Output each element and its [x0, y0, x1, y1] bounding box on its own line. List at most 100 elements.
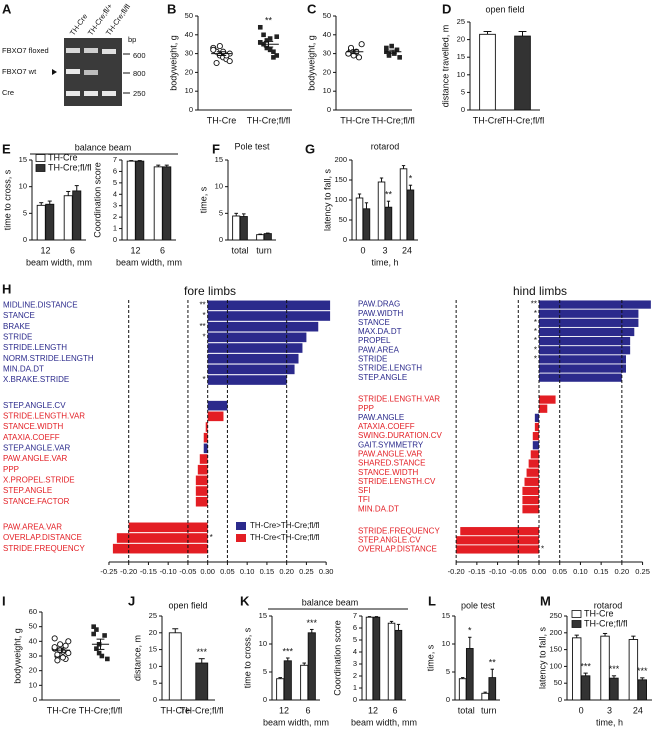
bar	[372, 616, 381, 701]
bar-label: STRIDE.FREQUENCY	[3, 544, 85, 553]
data-point	[54, 657, 61, 664]
bar-label: SHARED.STANCE	[358, 459, 425, 468]
bar	[514, 35, 531, 111]
y-tick-label: 10	[29, 680, 37, 689]
bar-label: NORM.STRIDE.LENGTH	[3, 354, 94, 363]
bar	[534, 422, 539, 432]
significance: **	[489, 658, 497, 668]
bar	[205, 422, 208, 432]
data-point	[264, 38, 270, 43]
band-label: FBXO7 floxed	[2, 46, 49, 55]
band-label: Cre	[2, 88, 14, 97]
x-tick-label: TH-Cre;fl/fl	[247, 115, 291, 125]
x-tick-label: TH-Cre;fl/fl	[371, 115, 415, 125]
y-tick-label: 5	[23, 208, 27, 217]
x-axis-label: beam width, mm	[116, 257, 182, 267]
bar	[522, 505, 539, 514]
data-point	[213, 59, 220, 67]
data-point	[51, 635, 58, 642]
x-tick-label: 0.25	[635, 567, 650, 576]
y-tick-label: 7	[353, 611, 357, 620]
x-tick-label: TH-Cre	[340, 115, 370, 125]
x-tick-label: 0.25	[299, 567, 314, 576]
significance: **	[265, 16, 273, 26]
significance: *	[409, 174, 413, 184]
y-tick-label: 50	[29, 622, 37, 631]
bar	[522, 495, 539, 505]
y-tick-label: 15	[215, 155, 223, 164]
bar	[384, 206, 393, 241]
legend-label: TH-Cre	[584, 608, 614, 618]
bar	[534, 413, 539, 422]
y-tick-label: 15	[442, 611, 450, 620]
x-axis-label: beam width, mm	[263, 717, 329, 727]
bar-label: STANCE	[358, 318, 390, 327]
data-point	[386, 51, 392, 56]
significance: **	[385, 190, 393, 200]
bar	[539, 337, 631, 346]
bar-label: PAW.AREA	[358, 345, 400, 354]
data-point	[384, 45, 389, 51]
y-tick-label: 15	[19, 155, 27, 164]
x-tick-label: 0.00	[532, 567, 547, 576]
bar	[232, 215, 241, 241]
y-tick-label: 3	[113, 201, 117, 210]
bar	[539, 318, 639, 327]
bar	[458, 678, 467, 701]
panel-letter: M	[540, 593, 551, 608]
bar	[637, 679, 647, 701]
y-tick-label: 100	[334, 195, 347, 204]
x-tick-label: TH-Cre	[47, 705, 77, 715]
y-tick-label: 7	[113, 155, 117, 164]
bar	[207, 411, 224, 422]
x-tick-label: 12	[279, 705, 289, 715]
bar	[283, 660, 292, 701]
bar-label: PPP	[3, 465, 19, 474]
bar	[481, 692, 490, 701]
data-point	[267, 47, 273, 53]
significance: **	[531, 300, 537, 309]
x-tick-label: 0.15	[260, 567, 275, 576]
y-tick-label: 2	[113, 212, 117, 221]
y-tick-label: 5	[461, 87, 465, 96]
arrowhead	[52, 69, 57, 75]
legend-swatch	[236, 522, 246, 530]
data-point	[264, 45, 270, 51]
y-tick-label: 150	[334, 175, 347, 184]
panel-letter: E	[2, 141, 11, 156]
y-axis-label: time, s	[198, 186, 208, 213]
bar	[539, 364, 626, 373]
bar-label: STRIDE.LENGTH	[3, 343, 67, 352]
y-tick-label: 15	[457, 52, 465, 61]
y-tick-label: 0	[353, 695, 357, 704]
gel-band	[66, 91, 80, 96]
bar	[530, 450, 539, 459]
data-point	[216, 43, 223, 50]
y-tick-label: 5	[446, 667, 450, 676]
bar-label: TFI	[358, 495, 370, 504]
x-tick-label: -0.05	[179, 567, 196, 576]
x-axis-label: beam width, mm	[26, 257, 92, 267]
y-tick-label: 20	[185, 67, 193, 76]
significance: *	[534, 345, 537, 354]
bar-label: STRIDE.LENGTH.CV	[358, 477, 436, 486]
bar	[387, 622, 396, 701]
bar	[168, 632, 182, 701]
bar	[539, 355, 626, 364]
bar	[526, 468, 539, 477]
bar-label: STEP.ANGLE.VAR	[3, 443, 71, 452]
x-tick-label: 0.20	[615, 567, 630, 576]
bar	[195, 486, 208, 496]
data-point	[358, 41, 365, 48]
bar	[72, 190, 82, 241]
bar-label: PAW.ANGLE	[358, 413, 404, 422]
data-point	[65, 638, 72, 645]
y-tick-label: 0	[219, 235, 223, 244]
x-tick-label: 12	[40, 245, 50, 255]
size-unit: bp	[128, 35, 136, 44]
bar	[539, 327, 635, 337]
x-tick-label: 0.00	[200, 567, 215, 576]
gel-band	[66, 48, 80, 53]
size-label: 600	[133, 51, 146, 60]
x-tick-label: total	[458, 705, 475, 715]
